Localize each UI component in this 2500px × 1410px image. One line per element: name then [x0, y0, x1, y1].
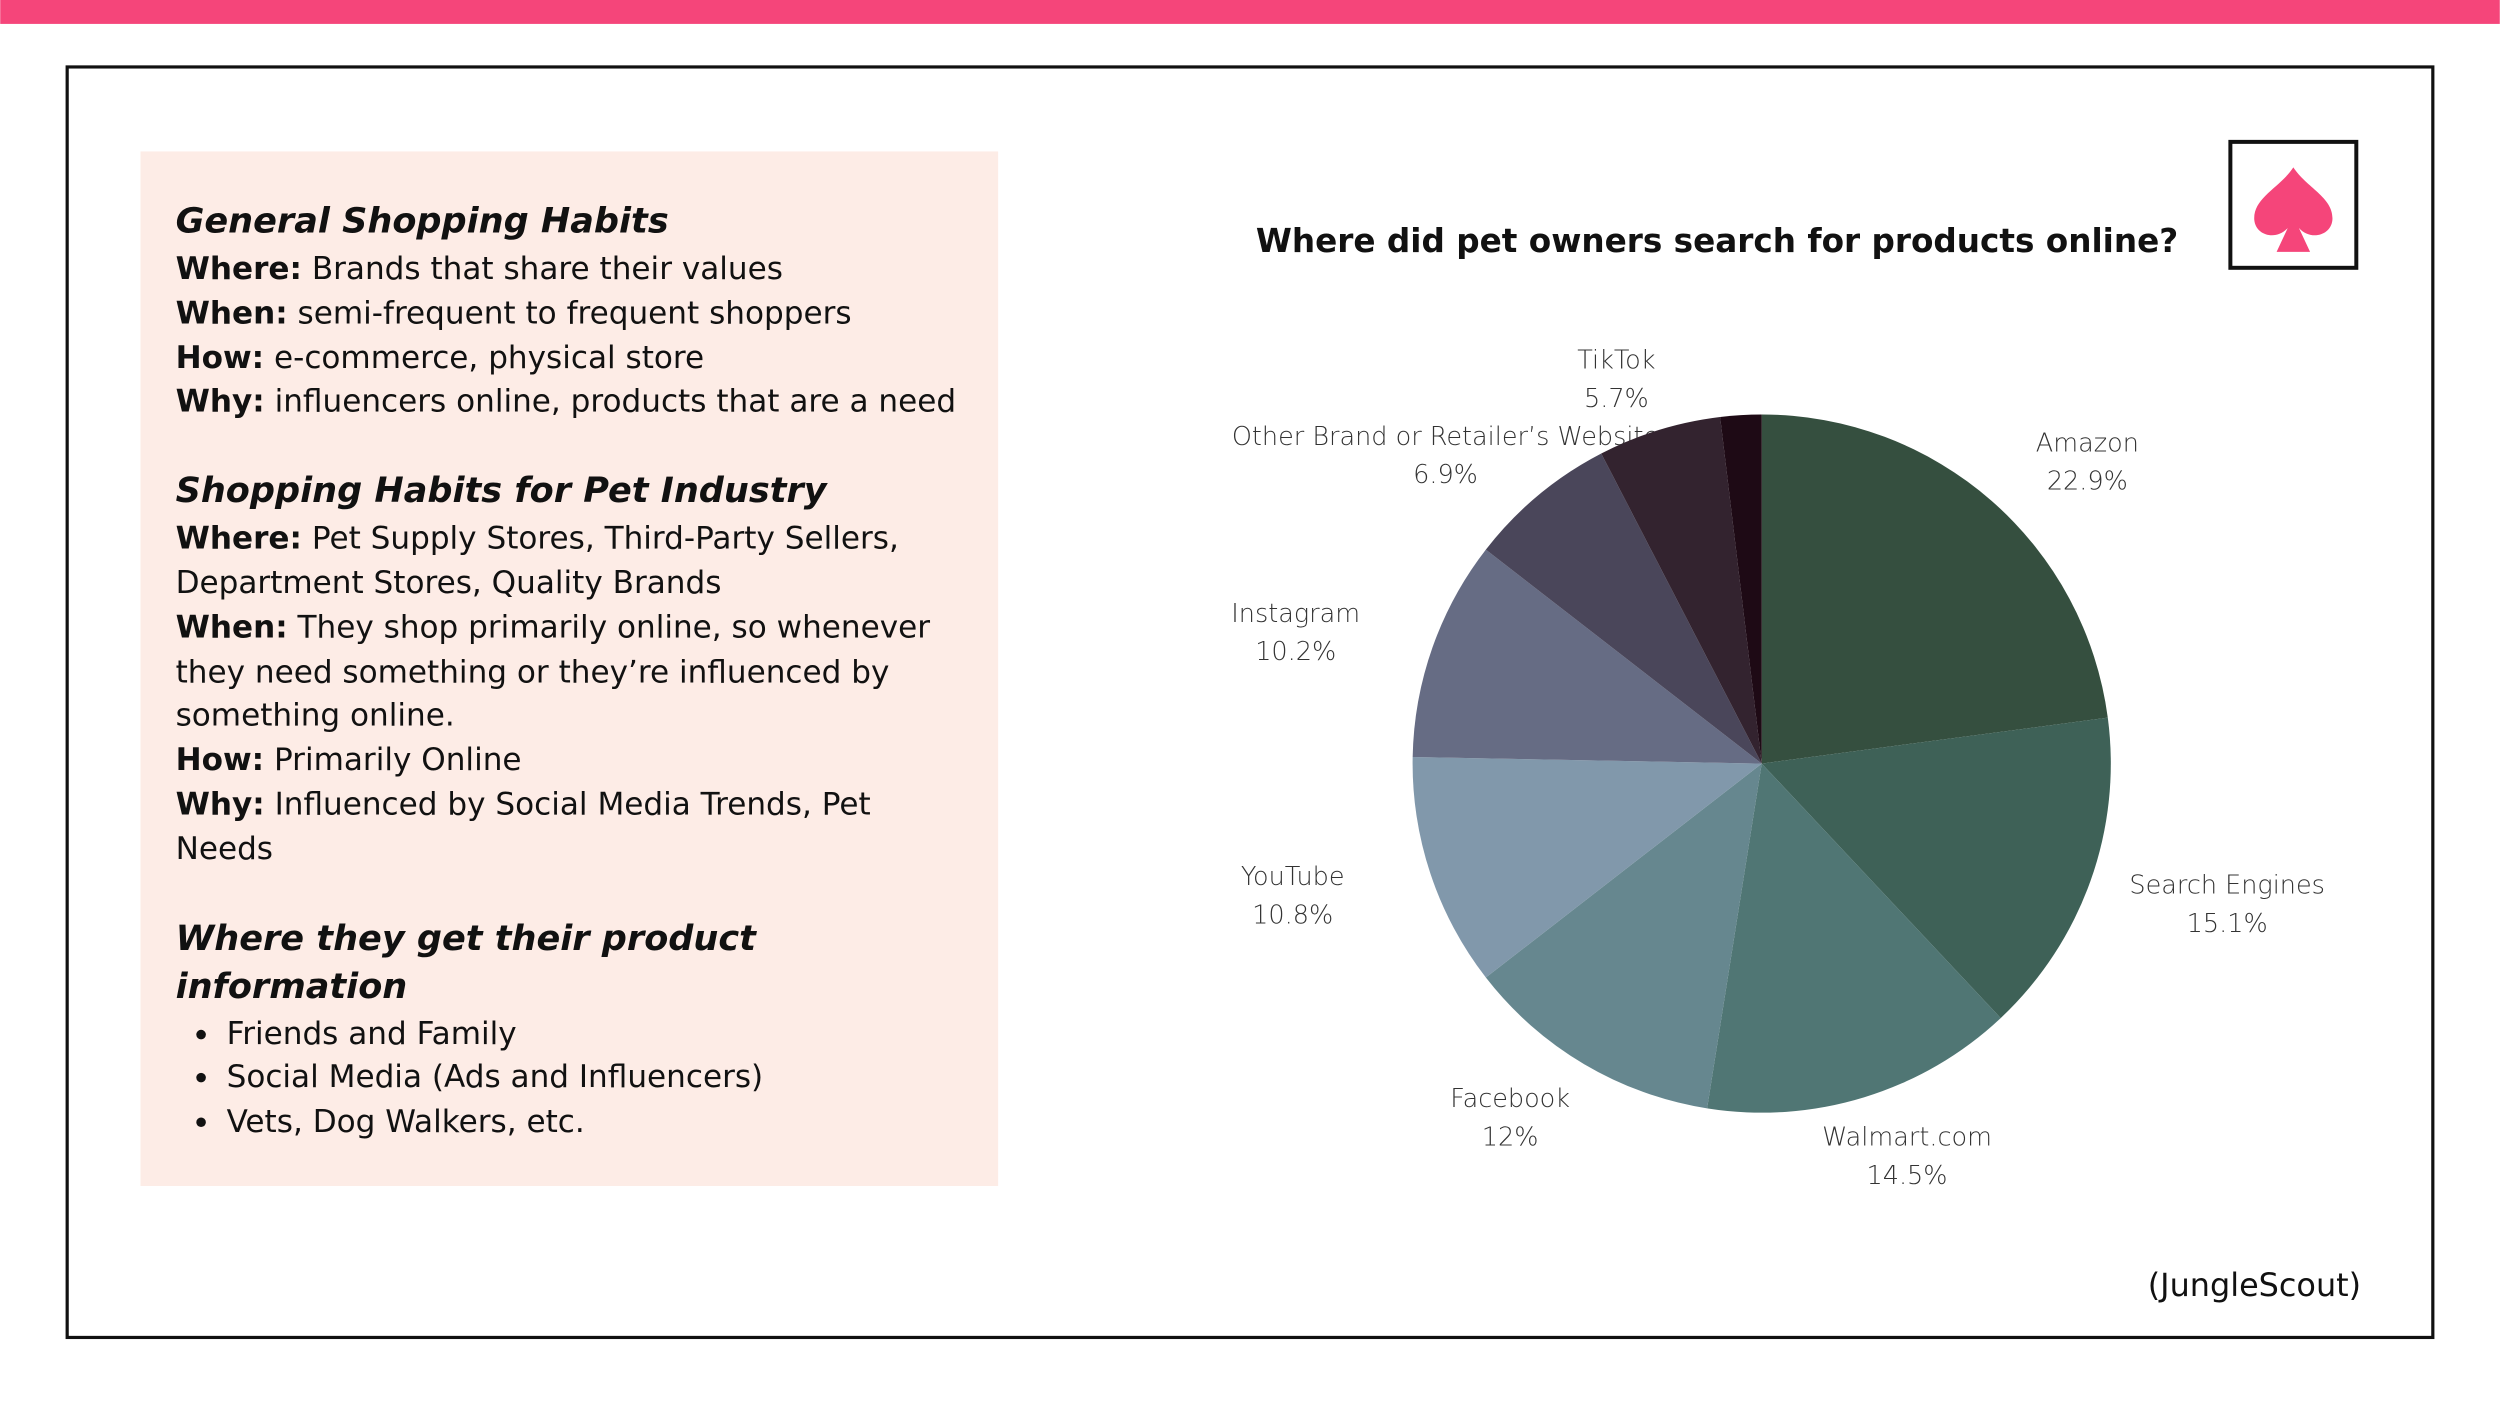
bullet-list: Friends and FamilySocial Media (Ads and …: [176, 1012, 963, 1145]
item-text: They shop primarily online, so whenever …: [175, 608, 931, 734]
slice-value: 22.9%: [2047, 467, 2128, 497]
chart-title: Where did pet owners search for products…: [1256, 222, 2178, 260]
item: Where: Pet Supply Stores, Third-Party Se…: [176, 517, 963, 606]
top-bar: [0, 0, 2500, 24]
item-label: Where:: [175, 250, 302, 287]
slice-label: Facebook: [1450, 1084, 1570, 1114]
slice-value: 6.9%: [1413, 460, 1478, 490]
item: How: e-commerce, physical store: [176, 336, 963, 380]
frame: [65, 65, 2435, 1340]
bullet: Vets, Dog Walkers, etc.: [227, 1100, 963, 1144]
item: Where: Brands that share their values: [176, 247, 963, 291]
item-text: Primarily Online: [273, 741, 522, 779]
pie-slice: [1761, 717, 2111, 1019]
item-label: How:: [175, 338, 265, 376]
source: (JungleScout): [2148, 1266, 2361, 1304]
pie-slice: [1485, 453, 1762, 764]
pie-slice: [1412, 549, 1762, 764]
section: Where they get their product information…: [176, 916, 963, 1145]
bullet: Social Media (Ads and Influencers): [227, 1056, 963, 1100]
pie-slice: [1761, 414, 2108, 764]
item: When: They shop primarily online, so whe…: [176, 605, 963, 738]
item: Why: Influenced by Social Media Trends, …: [176, 783, 963, 872]
item-label: When:: [175, 294, 288, 332]
slice-value: 14.5%: [1867, 1161, 1948, 1191]
panel-bg: [140, 151, 999, 1187]
section-heading: Where they get their product information: [175, 919, 756, 1007]
pie-slice: [1707, 763, 2001, 1113]
item: When: semi-frequent to frequent shoppers: [176, 291, 963, 335]
item-label: Where:: [175, 519, 302, 557]
item-text: influencers online, products that are a …: [274, 383, 957, 420]
item-text: Pet Supply Stores, Third-Party Sellers, …: [175, 519, 899, 601]
slice-label: Walmart.com: [1822, 1123, 1992, 1153]
pie-slice: [1601, 416, 1762, 764]
slice-label: Search Engines: [2129, 871, 2325, 901]
slice-label: Amazon: [2036, 428, 2139, 458]
bullet: Friends and Family: [227, 1012, 963, 1056]
item-label: How:: [175, 741, 265, 779]
slice-value: 12%: [1482, 1122, 1539, 1152]
item-text: semi-frequent to frequent shoppers: [297, 294, 852, 332]
item-label: Why:: [175, 785, 265, 823]
item: Why: influencers online, products that a…: [176, 380, 963, 424]
item-label: When:: [175, 608, 288, 646]
panel: General Shopping Habits Where: Brands tha…: [141, 151, 999, 1186]
pie-slice: [1485, 763, 1762, 1109]
slice-value: 10.8%: [1252, 900, 1333, 930]
section: Shopping Habits for Pet Industry Where: P…: [176, 469, 963, 871]
logo-spade: [2254, 167, 2333, 252]
slice-label: Instagram: [1231, 599, 1360, 629]
section-heading: Shopping Habits for Pet Industry: [175, 472, 827, 513]
item-label: Why:: [175, 383, 265, 420]
item-text: Brands that share their values: [311, 250, 783, 287]
slice-value: 15.1%: [2187, 909, 2268, 939]
slice-label: TikTok: [1577, 346, 1655, 376]
pie-slice: [1412, 756, 1762, 978]
slice-value: 10.2%: [1255, 637, 1336, 667]
slice-value: 5.7%: [1584, 384, 1649, 414]
pie-slice: [1720, 414, 1762, 764]
item-text: e-commerce, physical store: [273, 338, 705, 376]
slice-label: Other Brand or Retailer’s Website: [1232, 422, 1659, 452]
item: How: Primarily Online: [176, 738, 963, 782]
section: General Shopping Habits Where: Brands tha…: [176, 199, 963, 424]
slice-label: YouTube: [1241, 862, 1345, 892]
item-text: Influenced by Social Media Trends, Pet N…: [175, 785, 871, 867]
section-heading: General Shopping Habits: [175, 202, 669, 243]
